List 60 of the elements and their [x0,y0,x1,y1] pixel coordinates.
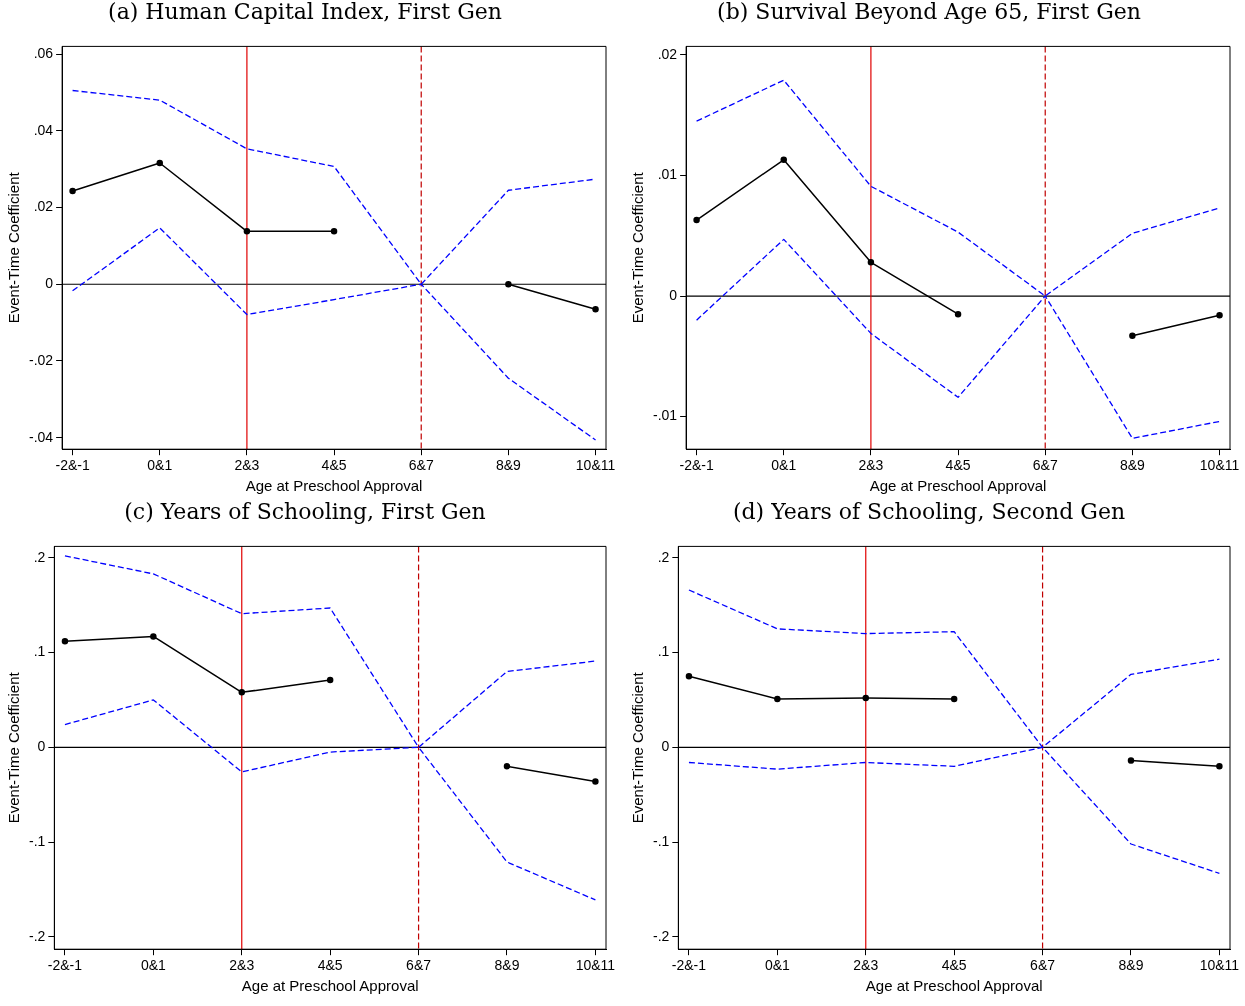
x-tick-label: 2&3 [229,957,255,974]
y-tick-label: -.2 [652,927,670,944]
x-tick-label: 6&7 [1032,457,1058,474]
y-axis-title: Event-Time Coefficient [5,671,23,824]
x-tick-label: 6&7 [406,957,432,974]
x-tick-label: 2&3 [234,457,260,474]
y-tick-label: .01 [657,166,678,183]
x-tick-label: 4&5 [945,457,971,474]
y-tick-label: -.2 [28,927,46,944]
y-tick-label: .02 [33,198,54,215]
x-tick-label: 4&5 [941,957,967,974]
y-tick-label: 0 [45,275,54,292]
x-tick-label: 8&9 [1118,957,1144,974]
chart-title: (a) Human Capital Index, First Gen [108,0,502,24]
x-tick-label: 6&7 [1030,957,1056,974]
chart-title: (c) Years of Schooling, First Gen [124,498,486,524]
x-tick-label: 4&5 [321,457,347,474]
x-tick-label: 10&11 [575,457,616,474]
x-axis-title: Age at Preschool Approval [865,977,1043,995]
x-tick-label: -2&-1 [55,457,90,474]
x-tick-label: 2&3 [853,957,879,974]
y-tick-label: -.01 [653,407,678,424]
y-tick-label: .2 [657,548,670,565]
x-axis-title: Age at Preschool Approval [245,477,423,495]
y-tick-label: -.1 [652,832,670,849]
x-tick-label: -2&-1 [47,957,83,974]
y-tick-label: 0 [661,738,670,755]
x-tick-label: 10&11 [1199,457,1240,474]
y-tick-label: 0 [669,286,678,303]
y-tick-label: .04 [33,121,54,138]
x-tick-label: 0&1 [764,957,791,974]
x-tick-label: -2&-1 [679,457,714,474]
y-axis-title: Event-Time Coefficient [629,671,647,824]
chart-title: (d) Years of Schooling, Second Gen [732,498,1126,524]
x-tick-label: 10&11 [1199,957,1240,974]
x-tick-label: 8&9 [1119,457,1146,474]
x-tick-label: 10&11 [575,957,616,974]
y-tick-label: .2 [33,548,46,565]
x-axis-title: Age at Preschool Approval [869,477,1047,495]
x-tick-label: 0&1 [147,457,173,474]
y-tick-label: -.1 [28,832,46,849]
x-tick-label: 0&1 [771,457,797,474]
y-tick-label: .1 [33,643,46,660]
y-axis-title: Event-Time Coefficient [5,171,23,324]
y-tick-label: -.02 [29,351,54,368]
x-tick-label: 0&1 [140,957,167,974]
y-tick-label: .02 [657,45,678,62]
x-tick-label: 8&9 [494,957,520,974]
y-tick-label: 0 [37,738,46,755]
x-tick-label: 4&5 [317,957,343,974]
x-tick-label: 2&3 [858,457,884,474]
x-tick-label: -2&-1 [671,957,707,974]
x-axis-title: Age at Preschool Approval [241,977,419,995]
y-tick-label: .06 [33,44,54,61]
chart-title: (b) Survival Beyond Age 65, First Gen [717,0,1141,24]
y-axis-title: Event-Time Coefficient [629,171,647,324]
x-tick-label: 6&7 [408,457,434,474]
y-tick-label: -.04 [29,428,54,445]
y-tick-label: .1 [657,643,670,660]
x-tick-label: 8&9 [495,457,522,474]
